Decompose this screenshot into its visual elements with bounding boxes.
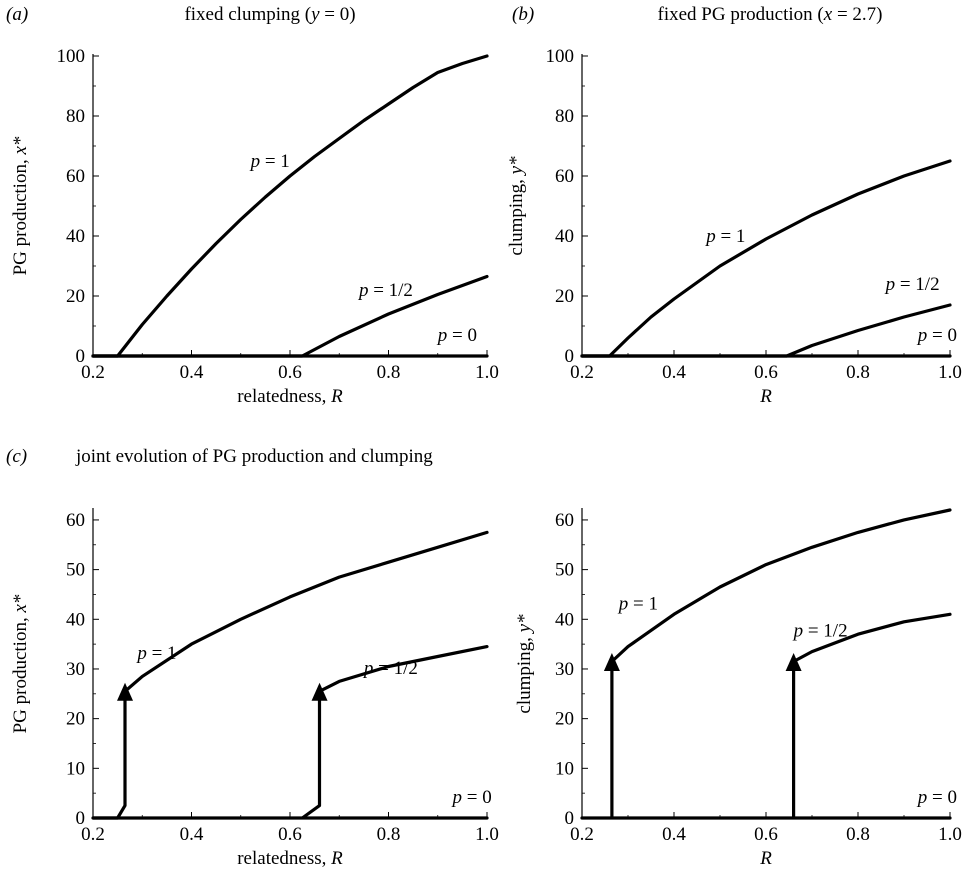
y-tick-label: 50 (66, 560, 85, 581)
x-tick-label: 1.0 (938, 824, 962, 845)
jump-arrow-shaft-1 (301, 698, 322, 820)
series-label-0: p = 1 (135, 643, 176, 664)
x-tick-label: 0.4 (662, 824, 686, 845)
series-line-1 (317, 644, 489, 693)
y-tick-label: 40 (555, 609, 574, 630)
y-tick-label: 10 (66, 758, 85, 779)
jump-arrow-head-1 (311, 682, 328, 701)
series-line-0 (91, 54, 489, 358)
y-tick-label: 0 (565, 808, 575, 829)
y-tick-label: 40 (66, 226, 85, 247)
x-tick-label: 0.2 (570, 362, 594, 383)
series-label-1: p = 1/2 (792, 621, 848, 642)
series-label-2: p = 0 (916, 325, 957, 346)
jump-arrow-head-1 (785, 652, 802, 671)
y-tick-label: 100 (546, 46, 575, 67)
x-tick-label: 0.4 (180, 824, 204, 845)
series-label-2: p = 0 (451, 787, 492, 808)
jump-arrow-head-0 (117, 682, 134, 701)
x-tick-label: 0.6 (754, 824, 778, 845)
x-tick-label: 0.4 (662, 362, 686, 383)
y-tick-label: 80 (555, 106, 574, 127)
series-label-0: p = 1 (704, 226, 745, 247)
chart-title: fixed PG production (x = 2.7) (658, 4, 883, 25)
x-tick-label: 0.6 (278, 362, 302, 383)
x-tick-label: 0.8 (846, 362, 870, 383)
panel-letter-a: (a) (6, 4, 28, 25)
x-tick-label: 0.8 (377, 824, 401, 845)
x-axis-label: R (759, 848, 772, 869)
y-axis-label: clumping, y* (514, 614, 535, 714)
y-axis-label: PG production, x* (10, 594, 31, 733)
series-label-2: p = 0 (916, 787, 957, 808)
x-tick-label: 0.2 (570, 824, 594, 845)
section-c-title: joint evolution of PG production and clu… (75, 446, 433, 467)
series-label-0: p = 1 (249, 151, 290, 172)
series-line-1 (791, 612, 952, 664)
series-line-1 (91, 274, 489, 358)
series-line-0 (123, 530, 489, 693)
jump-arrow-head-0 (603, 652, 620, 671)
x-tick-label: 0.2 (81, 824, 105, 845)
x-axis-label: relatedness, R (237, 386, 343, 407)
y-tick-label: 80 (66, 106, 85, 127)
chart-title: fixed clumping (y = 0) (184, 4, 355, 25)
y-tick-label: 60 (555, 166, 574, 187)
y-tick-label: 0 (76, 346, 86, 367)
chart-panel-c-left: 0.2 0.4 0.6 0.8 1.0 0 10 20 30 40 50 60 relatedness,… (10, 508, 499, 869)
panel-letter-b: (b) (512, 4, 534, 25)
y-tick-label: 0 (565, 346, 575, 367)
y-tick-label: 40 (66, 609, 85, 630)
x-axis-label: R (759, 386, 772, 407)
panel-letter-c: (c) (6, 446, 27, 467)
y-tick-label: 60 (66, 510, 85, 531)
y-tick-label: 20 (66, 286, 85, 307)
y-tick-label: 20 (66, 709, 85, 730)
x-tick-label: 0.6 (754, 362, 778, 383)
x-tick-label: 1.0 (938, 362, 962, 383)
y-tick-label: 50 (555, 560, 574, 581)
chart-panel-b: 0.2 0.4 0.6 0.8 1.0 0 20 40 60 80 100 fixed PG prod… (506, 4, 962, 407)
x-tick-label: 0.2 (81, 362, 105, 383)
x-tick-label: 1.0 (475, 824, 499, 845)
y-axis-label: clumping, y* (506, 156, 527, 256)
y-tick-label: 60 (66, 166, 85, 187)
y-tick-label: 100 (57, 46, 86, 67)
x-tick-label: 0.4 (180, 362, 204, 383)
y-tick-label: 20 (555, 286, 574, 307)
series-line-0 (610, 508, 952, 664)
series-label-2: p = 0 (436, 325, 477, 346)
series-label-1: p = 1/2 (362, 658, 418, 679)
y-tick-label: 60 (555, 510, 574, 531)
y-tick-label: 40 (555, 226, 574, 247)
y-tick-label: 20 (555, 709, 574, 730)
series-line-0 (580, 159, 952, 358)
series-label-0: p = 1 (617, 593, 658, 614)
x-tick-label: 0.8 (846, 824, 870, 845)
y-tick-label: 30 (66, 659, 85, 680)
x-axis-label: relatedness, R (237, 848, 343, 869)
y-tick-label: 10 (555, 758, 574, 779)
x-tick-label: 0.6 (278, 824, 302, 845)
series-label-1: p = 1/2 (884, 274, 940, 295)
y-tick-label: 0 (76, 808, 86, 829)
x-tick-label: 1.0 (475, 362, 499, 383)
y-axis-label: PG production, x* (10, 136, 31, 275)
jump-arrow-shaft-0 (93, 698, 127, 820)
x-tick-label: 0.8 (377, 362, 401, 383)
chart-panel-a: 0.2 0.4 0.6 0.8 1.0 0 20 40 60 80 100 fixed clumpin… (10, 4, 499, 407)
series-label-1: p = 1/2 (357, 280, 413, 301)
y-tick-label: 30 (555, 659, 574, 680)
